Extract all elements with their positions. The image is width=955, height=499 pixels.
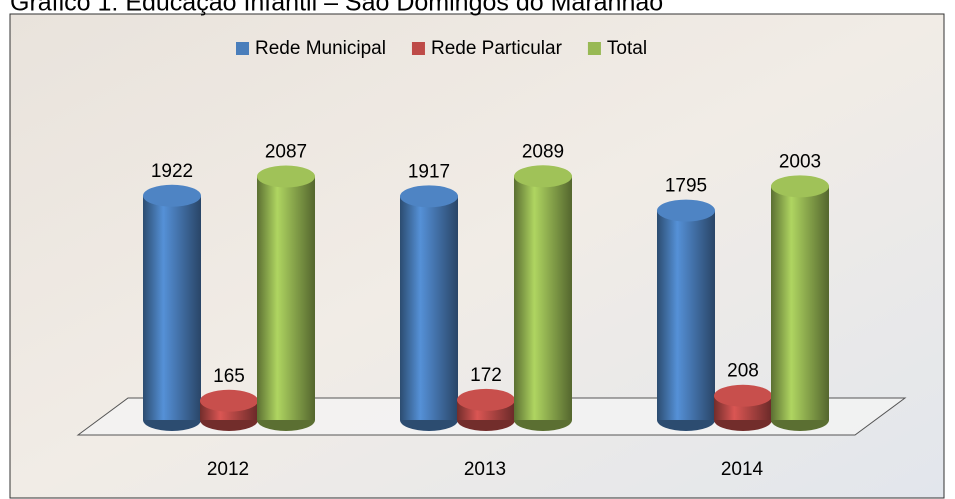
legend-swatch <box>236 42 249 55</box>
bar-group <box>514 165 572 431</box>
bar <box>257 176 315 420</box>
x-tick-label: 2014 <box>721 459 764 480</box>
legend-label: Total <box>607 38 647 59</box>
data-label: 165 <box>213 366 245 387</box>
bar <box>143 195 201 420</box>
x-tick-label: 2013 <box>464 459 506 480</box>
bar-group <box>143 184 201 431</box>
bar-top <box>657 199 715 222</box>
bar <box>514 176 572 420</box>
bar-group <box>714 384 772 431</box>
bar-group <box>257 165 315 431</box>
x-tick-label: 2012 <box>207 459 249 480</box>
bar <box>657 210 715 420</box>
bar-top <box>143 184 201 207</box>
data-label: 2087 <box>265 142 307 163</box>
data-label: 2003 <box>779 151 821 172</box>
data-label: 172 <box>470 365 502 386</box>
chart-title: Gráfico 1: Educação Infantil – São Domin… <box>10 0 663 17</box>
bar-group <box>771 175 829 431</box>
data-label: 208 <box>727 361 759 382</box>
data-label: 1917 <box>408 161 450 182</box>
legend-label: Rede Particular <box>431 38 563 59</box>
bar-top <box>714 384 772 407</box>
bar-top <box>257 165 315 188</box>
legend-label: Rede Municipal <box>255 38 386 59</box>
legend-swatch <box>411 42 425 55</box>
bar-group <box>400 185 458 431</box>
bar-top <box>514 165 572 188</box>
bar <box>400 196 458 420</box>
data-label: 1922 <box>151 161 193 182</box>
bar-top <box>771 175 829 198</box>
legend-swatch <box>587 42 601 55</box>
bar-group <box>200 389 258 431</box>
bar-top <box>400 185 458 208</box>
bar <box>771 186 829 420</box>
data-label: 2089 <box>522 141 564 162</box>
bar-group <box>457 388 515 431</box>
bar-group <box>657 199 715 431</box>
bar-top <box>200 389 258 412</box>
data-label: 1795 <box>665 176 707 197</box>
bar-top <box>457 388 515 411</box>
